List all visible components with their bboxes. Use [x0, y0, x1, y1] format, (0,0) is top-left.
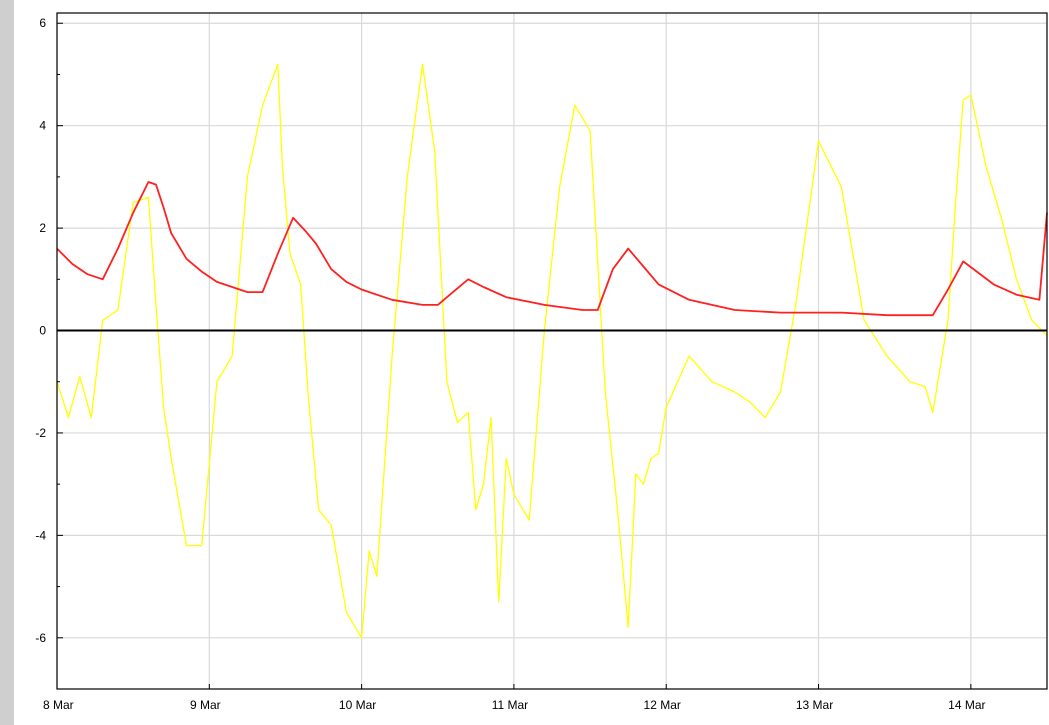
x-tick-label: 11 Mar: [492, 698, 528, 712]
x-tick-label: 13 Mar: [796, 698, 833, 712]
y-tick-label: -4: [35, 528, 46, 542]
y-tick-label: -6: [35, 631, 46, 645]
side-strip: [0, 0, 14, 725]
plot-area: [57, 13, 1047, 689]
tick-labels: 8 Mar 9 Mar 10 Mar 11 Mar 12 Mar 13 Mar 14 Mar…: [35, 16, 985, 712]
plot-frame: [56, 12, 1048, 690]
x-tick-label: 10 Mar: [339, 698, 376, 712]
y-tick-label: 6: [39, 16, 46, 30]
series-line-2: [56, 181, 1048, 317]
axes: [56, 12, 1048, 690]
y-tick-label: 4: [39, 119, 46, 133]
series-layer: [56, 63, 1048, 639]
grid: [56, 13, 1047, 689]
x-tick-label: 8 Mar: [43, 698, 74, 712]
series-line-1: [56, 63, 1048, 639]
y-tick-label: 0: [39, 324, 46, 338]
x-tick-label: 14 Mar: [948, 698, 985, 712]
y-tick-label: -2: [35, 426, 46, 440]
x-tick-label: 9 Mar: [190, 698, 221, 712]
x-tick-label: 12 Mar: [644, 698, 681, 712]
y-tick-label: 2: [39, 221, 46, 235]
